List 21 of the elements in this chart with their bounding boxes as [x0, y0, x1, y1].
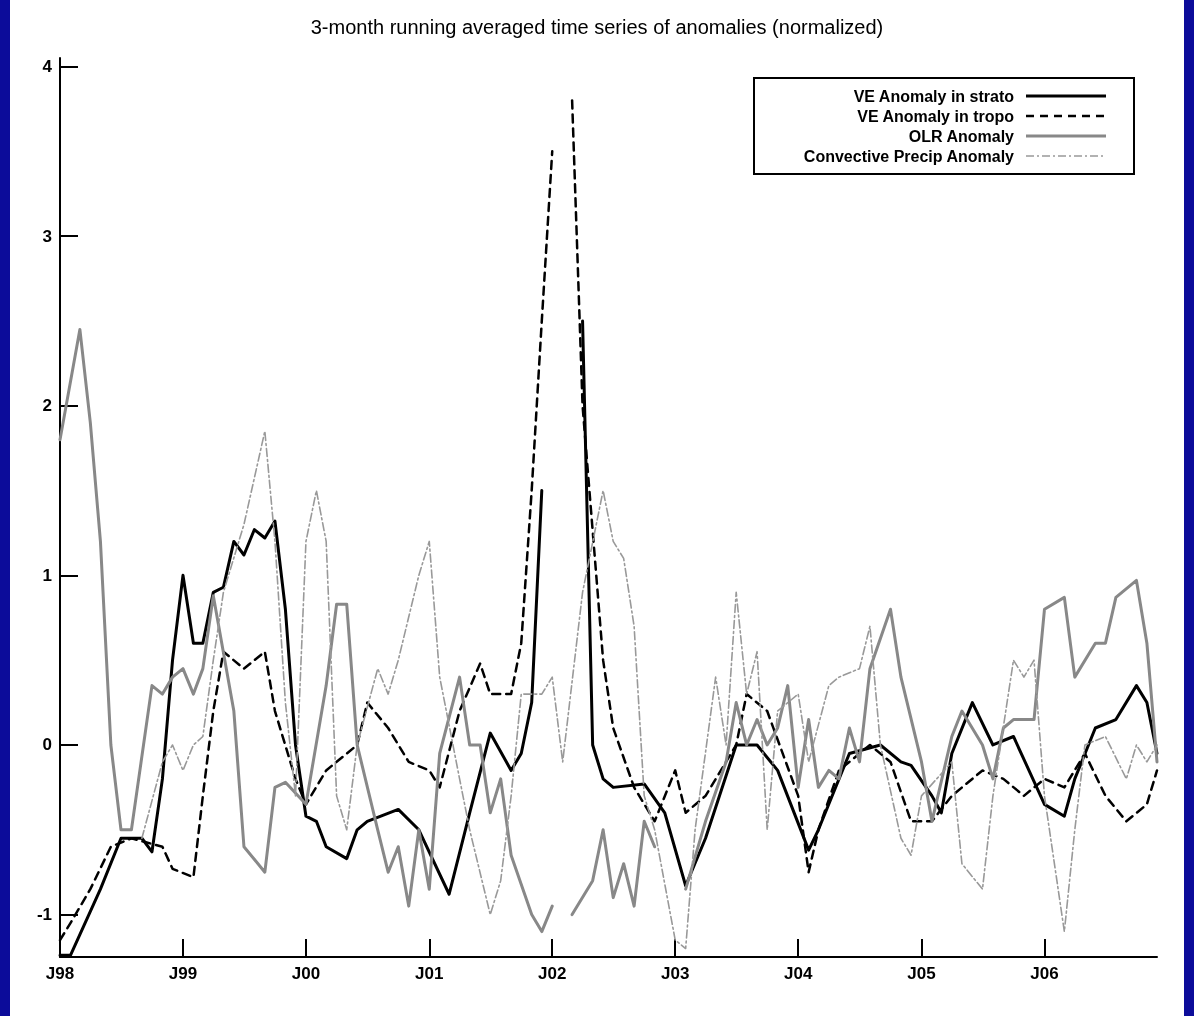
line-series	[141, 430, 1158, 950]
x-tick-label: J00	[291, 964, 321, 983]
y-tick-label: 3	[42, 226, 52, 246]
y-tick-label: 1	[42, 565, 52, 585]
x-tick-label: J03	[661, 964, 690, 983]
x-tick-label: J99	[168, 964, 198, 983]
legend-label: VE Anomaly in strato	[853, 87, 1015, 105]
x-tick-label: J04	[784, 964, 813, 983]
y-tick-label: 2	[42, 396, 52, 416]
x-tick-label: J06	[1030, 964, 1059, 983]
chart-title: 3-month running averaged time series of anomalies (normalized)	[310, 16, 884, 38]
y-tick-label: 0	[42, 735, 52, 755]
y-tick-label: -1	[36, 905, 52, 925]
x-tick-label: J01	[415, 964, 444, 983]
x-tick-label: J05	[907, 964, 936, 983]
x-tick-label: J02	[538, 964, 567, 983]
legend-label: Convective Precip Anomaly	[803, 147, 1015, 165]
y-tick-label: 4	[42, 56, 53, 76]
legend-label: OLR Anomaly	[908, 127, 1015, 145]
legend-label: VE Anomaly in tropo	[857, 107, 1015, 125]
x-tick-label: J98	[45, 964, 75, 983]
